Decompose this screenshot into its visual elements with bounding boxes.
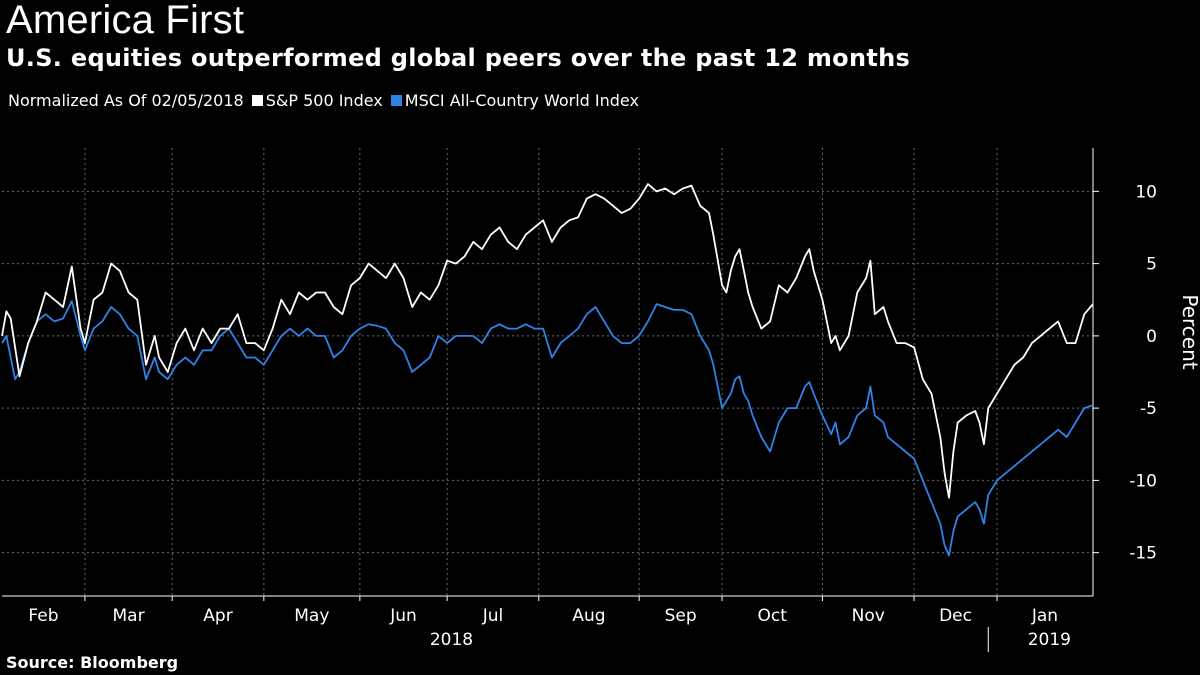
source-note: Source: Bloomberg bbox=[6, 653, 179, 672]
x-tick-label: Jul bbox=[482, 606, 504, 626]
y-tick-label: -10 bbox=[1129, 471, 1157, 491]
y-tick-label: -15 bbox=[1129, 544, 1157, 564]
chart-subtitle: U.S. equities outperformed global peers … bbox=[6, 44, 911, 72]
legend-item-msci: MSCI All-Country World Index bbox=[390, 91, 639, 110]
legend-swatch-msci bbox=[390, 95, 402, 106]
x-tick-label: Apr bbox=[203, 606, 232, 626]
y-tick-label: -5 bbox=[1140, 399, 1157, 419]
x-tick-label: Dec bbox=[939, 606, 972, 626]
x-tick-label: Mar bbox=[113, 606, 145, 626]
x-year-label: 2019 bbox=[1028, 630, 1071, 650]
x-tick-label: May bbox=[294, 606, 329, 626]
legend-item-sp500: S&P 500 Index bbox=[251, 91, 383, 110]
series-line-sp500 bbox=[1, 183, 1094, 499]
legend-label-msci: MSCI All-Country World Index bbox=[404, 91, 639, 110]
y-tick-label: 0 bbox=[1146, 327, 1157, 347]
x-year-label: 2018 bbox=[430, 630, 473, 650]
legend-label-sp500: S&P 500 Index bbox=[265, 91, 383, 110]
legend-note-text: Normalized As Of 02/05/2018 bbox=[8, 91, 244, 110]
y-axis-label: Percent bbox=[1178, 294, 1200, 369]
legend-swatch-sp500 bbox=[251, 95, 263, 106]
x-tick-label: Nov bbox=[852, 606, 885, 626]
x-tick-label: Feb bbox=[28, 606, 58, 626]
legend: Normalized As Of 02/05/2018 S&P 500 Inde… bbox=[8, 91, 647, 110]
legend-note: Normalized As Of 02/05/2018 bbox=[8, 91, 244, 110]
series-line-msci bbox=[1, 300, 1094, 557]
x-tick-label: Aug bbox=[572, 606, 605, 626]
x-tick-label: Jan bbox=[1031, 606, 1058, 626]
chart-title: America First bbox=[6, 0, 245, 42]
x-tick-label: Oct bbox=[758, 606, 788, 626]
y-tick-label: 5 bbox=[1146, 255, 1157, 275]
x-tick-label: Jun bbox=[389, 606, 417, 626]
y-tick-label: 10 bbox=[1135, 182, 1157, 202]
x-tick-label: Sep bbox=[665, 606, 697, 626]
